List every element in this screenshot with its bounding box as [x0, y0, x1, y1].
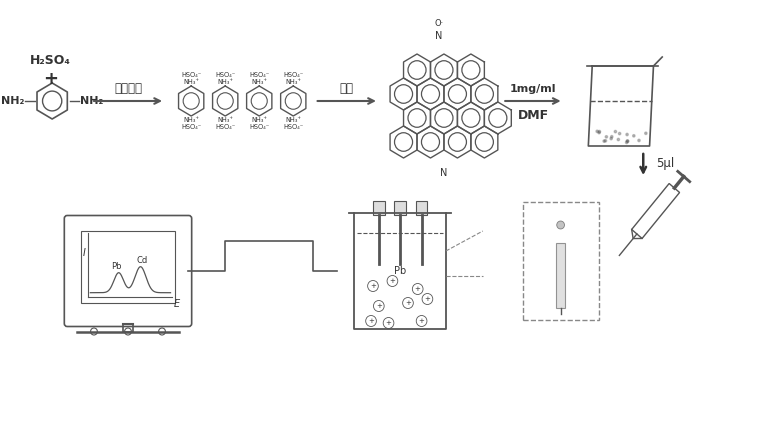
Text: 碳化: 碳化	[340, 82, 354, 95]
Circle shape	[604, 140, 606, 142]
Circle shape	[598, 131, 600, 134]
Text: +: +	[419, 318, 425, 324]
Text: 1mg/ml: 1mg/ml	[510, 84, 556, 94]
Text: +: +	[385, 320, 391, 326]
Bar	[416, 201, 428, 215]
Text: +: +	[425, 296, 431, 302]
Circle shape	[625, 141, 628, 143]
Text: +: +	[390, 278, 395, 284]
Circle shape	[618, 133, 621, 135]
Circle shape	[627, 140, 629, 143]
Text: HSO₄⁻
NH₃⁺: HSO₄⁻ NH₃⁺	[283, 72, 304, 85]
Text: HSO₄⁻
NH₃⁺: HSO₄⁻ NH₃⁺	[249, 72, 269, 85]
Text: NH₂: NH₂	[1, 96, 24, 106]
Text: Pb: Pb	[394, 266, 407, 276]
Text: +: +	[415, 286, 421, 292]
Circle shape	[603, 140, 606, 142]
Circle shape	[638, 139, 640, 142]
Text: N: N	[435, 31, 443, 41]
Text: NH₃⁺
HSO₄⁻: NH₃⁺ HSO₄⁻	[249, 117, 269, 130]
Circle shape	[556, 221, 565, 229]
Text: Pb: Pb	[111, 262, 122, 271]
Text: +: +	[368, 318, 374, 324]
Circle shape	[633, 135, 635, 137]
Text: Cd: Cd	[137, 255, 148, 265]
Circle shape	[614, 130, 616, 133]
Text: O·: O·	[435, 20, 444, 28]
Text: N: N	[441, 168, 447, 178]
Circle shape	[645, 132, 647, 134]
Circle shape	[596, 130, 598, 133]
Text: HSO₄⁻
NH₃⁺: HSO₄⁻ NH₃⁺	[181, 72, 201, 85]
Text: +: +	[376, 303, 382, 309]
Circle shape	[598, 130, 600, 133]
Circle shape	[611, 136, 613, 138]
Text: DMF: DMF	[518, 109, 549, 122]
Text: NH₃⁺
HSO₄⁻: NH₃⁺ HSO₄⁻	[215, 117, 235, 130]
Text: +: +	[370, 283, 376, 289]
Text: H₂SO₄: H₂SO₄	[30, 54, 70, 68]
Circle shape	[626, 133, 628, 136]
Text: +: +	[405, 300, 411, 306]
Bar	[80, 232, 176, 303]
Circle shape	[610, 137, 612, 140]
Bar	[556, 243, 565, 308]
Text: 5μl: 5μl	[656, 157, 674, 170]
Bar	[373, 201, 385, 215]
Circle shape	[617, 138, 619, 141]
Circle shape	[606, 136, 608, 138]
Text: HSO₄⁻
NH₃⁺: HSO₄⁻ NH₃⁺	[215, 72, 235, 85]
Text: 中和反应: 中和反应	[114, 82, 142, 95]
Text: NH₂: NH₂	[80, 96, 104, 106]
Text: E: E	[173, 299, 179, 309]
Text: NH₃⁺
HSO₄⁻: NH₃⁺ HSO₄⁻	[181, 117, 201, 130]
Bar	[522, 202, 599, 320]
Bar	[394, 201, 406, 215]
Text: I: I	[83, 248, 86, 258]
Text: NH₃⁺
HSO₄⁻: NH₃⁺ HSO₄⁻	[283, 117, 304, 130]
Circle shape	[626, 140, 628, 142]
Text: +: +	[42, 70, 58, 88]
